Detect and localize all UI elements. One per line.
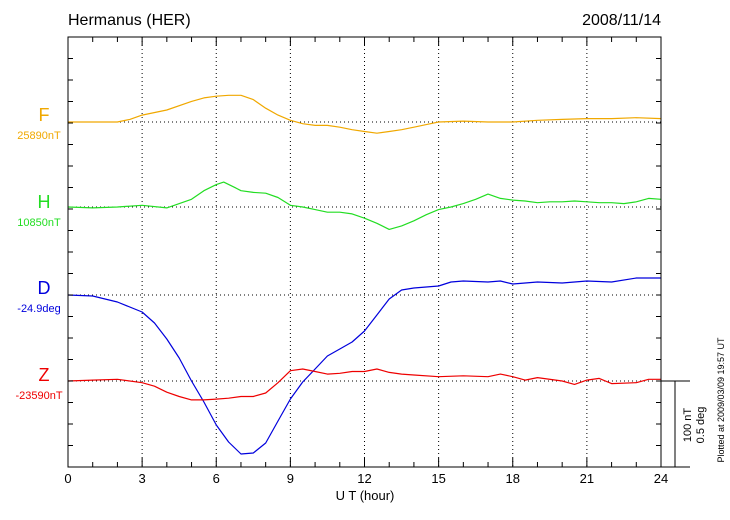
- grid: [68, 37, 661, 467]
- series-labels: F 25890nT H 10850nT D -24.9deg Z -23590nT: [15, 105, 62, 402]
- x-tick-label: 15: [431, 471, 445, 486]
- baseline-label-h: 10850nT: [17, 217, 61, 229]
- x-tick-label: 0: [64, 471, 71, 486]
- series-label-f: F: [39, 105, 50, 125]
- x-tick-label: 18: [506, 471, 520, 486]
- series-label-z: Z: [39, 365, 50, 385]
- x-axis-ticks: 0 3 6 9 12 15 18 21 24: [64, 37, 668, 486]
- series-label-d: D: [38, 278, 51, 298]
- series-line-h: [67, 181, 662, 230]
- series-line-z: [67, 368, 661, 401]
- x-tick-label: 24: [654, 471, 668, 486]
- baseline-label-z: -23590nT: [15, 390, 62, 402]
- chart-title: Hermanus (HER): [68, 12, 191, 29]
- x-tick-label: 21: [580, 471, 594, 486]
- baseline-label-d: -24.9deg: [17, 303, 60, 315]
- series-line-d: [67, 277, 661, 455]
- scale-bar: 100 nT 0.5 deg: [661, 380, 707, 468]
- scale-bar-label-deg: 0.5 deg: [695, 407, 707, 444]
- series-line-f: [68, 94, 662, 134]
- baseline-label-f: 25890nT: [17, 130, 61, 142]
- x-tick-label: 9: [287, 471, 294, 486]
- series-traces: [67, 94, 662, 455]
- scale-bar-label-nt: 100 nT: [682, 408, 694, 443]
- chart-date: 2008/11/14: [582, 12, 661, 29]
- x-axis-label: U T (hour): [336, 488, 395, 503]
- x-tick-label: 3: [139, 471, 146, 486]
- plotted-note: Plotted at 2009/03/09 19:57 UT: [716, 337, 726, 463]
- x-tick-label: 6: [213, 471, 220, 486]
- x-tick-label: 12: [357, 471, 371, 486]
- series-label-h: H: [38, 192, 51, 212]
